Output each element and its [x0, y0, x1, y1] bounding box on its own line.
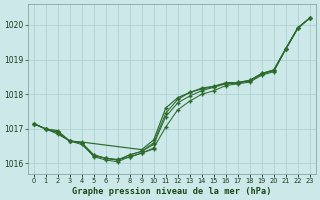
X-axis label: Graphe pression niveau de la mer (hPa): Graphe pression niveau de la mer (hPa) [72, 187, 271, 196]
